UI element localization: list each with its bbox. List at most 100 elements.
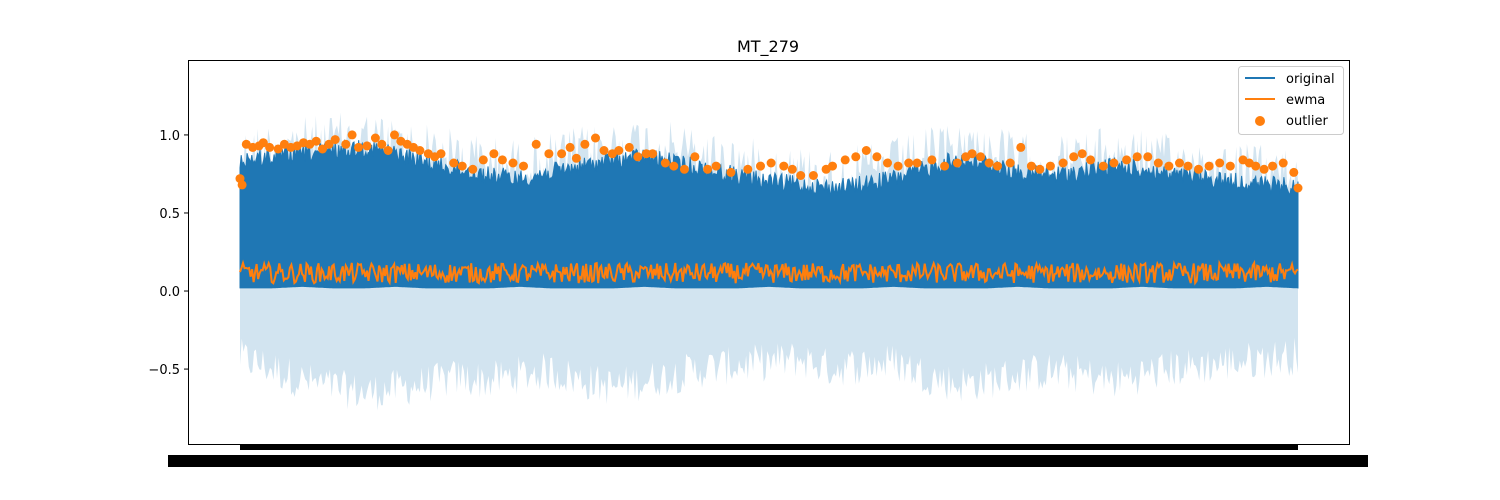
outlier-point (591, 133, 600, 143)
outlier-point (347, 130, 357, 140)
outlier-point (544, 149, 554, 159)
outlier-point (779, 161, 789, 171)
outlier-point (478, 155, 488, 165)
outlier-point (703, 164, 713, 174)
plot-area (235, 112, 1303, 411)
outlier-point (1215, 158, 1225, 168)
outlier-point (341, 139, 351, 149)
outlier-point (489, 149, 499, 159)
outlier-point (952, 158, 962, 168)
y-tick-label: −0.5 (148, 363, 180, 378)
outlier-point (1204, 161, 1214, 171)
outlier-point (415, 146, 425, 155)
y-tick-label: 0.0 (159, 285, 180, 300)
outlier-point (679, 164, 689, 174)
outlier-point (976, 152, 986, 162)
outlier-point (1069, 152, 1079, 162)
outlier-point (808, 171, 818, 180)
outlier-point (1153, 158, 1163, 168)
outlier-point (258, 138, 268, 148)
outlier-point (370, 133, 380, 143)
outlier-point (1086, 155, 1096, 165)
outlier-point (1183, 161, 1193, 171)
outlier-point (912, 158, 922, 168)
outlier-point (893, 161, 903, 171)
series-outlier (235, 130, 1303, 193)
outlier-point (1058, 158, 1068, 168)
outlier-point (828, 161, 837, 171)
outlier-point (1016, 142, 1026, 152)
outlier-point (265, 142, 275, 152)
legend-original-label: original (1286, 72, 1335, 87)
outlier-point (756, 161, 765, 171)
outlier-point (1268, 161, 1278, 171)
outlier-point (967, 149, 977, 159)
outlier-point (311, 136, 321, 146)
outlier-point (449, 158, 459, 168)
outlier-point (851, 152, 861, 162)
y-tick-label: 0.5 (159, 207, 180, 222)
outlier-point (1122, 155, 1132, 165)
outlier-point (383, 146, 393, 155)
outlier-point (648, 149, 658, 159)
outlier-point (993, 161, 1002, 171)
outlier-point (362, 141, 372, 151)
outlier-point (743, 164, 753, 174)
outlier-point (497, 155, 507, 165)
outlier-point (324, 139, 334, 149)
outlier-point (660, 158, 670, 168)
outlier-point (1098, 161, 1108, 171)
outlier-point (940, 161, 950, 171)
outlier-point (377, 139, 387, 149)
outlier-point (1164, 161, 1174, 171)
outlier-point (927, 155, 937, 165)
outlier-point (984, 158, 994, 168)
outlier-point (531, 139, 541, 149)
outlier-point (457, 161, 467, 171)
x-tick-marks (240, 444, 1298, 450)
outlier-point (599, 146, 609, 155)
outlier-point (1005, 158, 1015, 168)
legend-ewma-label: ewma (1286, 93, 1325, 108)
chart-title: MT_279 (737, 37, 799, 57)
legend-outlier-label: outlier (1286, 114, 1329, 129)
outlier-point (390, 130, 399, 140)
outlier-point (1278, 158, 1288, 168)
outlier-point (1293, 183, 1303, 193)
outlier-point (883, 158, 892, 168)
outlier-point (690, 152, 700, 162)
outlier-point (557, 149, 567, 159)
legend-box (1238, 66, 1344, 135)
outlier-point (840, 155, 850, 165)
outlier-point (641, 149, 651, 159)
x-axis (168, 444, 1368, 467)
outlier-point (861, 146, 871, 155)
outlier-point (726, 167, 736, 177)
outlier-point (766, 158, 776, 168)
legend: original ewma outlier (1238, 66, 1344, 135)
x-tick-label-mass (168, 455, 1368, 467)
outlier-point (1289, 167, 1299, 177)
outlier-point (519, 161, 528, 171)
outlier-point (711, 161, 721, 171)
legend-outlier-swatch (1255, 116, 1265, 126)
outlier-point (318, 144, 327, 154)
outlier-point (354, 142, 363, 152)
outlier-point (904, 158, 914, 168)
outlier-point (1026, 161, 1036, 171)
outlier-point (565, 142, 575, 152)
outlier-point (787, 164, 797, 174)
outlier-point (1132, 152, 1142, 162)
outlier-point (508, 158, 518, 168)
outlier-point (633, 152, 643, 162)
outlier-point (1259, 164, 1269, 174)
outlier-point (1109, 158, 1119, 168)
y-axis: −0.5 0.0 0.5 1.0 (148, 129, 188, 378)
outlier-point (669, 161, 679, 171)
outlier-point (624, 142, 634, 152)
outlier-point (614, 146, 624, 155)
outlier-point (1225, 161, 1235, 171)
outlier-point (872, 152, 882, 162)
outlier-point (273, 144, 283, 154)
